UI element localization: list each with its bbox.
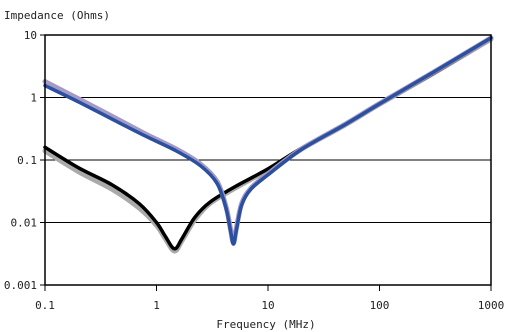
x-tick-label: 1: [153, 299, 160, 312]
y-tick-label: 0.001: [4, 279, 37, 292]
gridlines: [45, 34, 491, 286]
tick-labels: 0.001 0.01 0.1 1 10 0.1 1 10 100 1000: [4, 29, 504, 312]
tick-marks: [40, 34, 492, 291]
series-layer: [42, 35, 494, 254]
y-tick-label: 0.1: [17, 154, 37, 167]
y-axis-label: Impedance (Ohms): [4, 9, 110, 22]
y-tick-label: 1: [30, 92, 37, 105]
series-line-3: [42, 35, 494, 246]
series-line-1: [42, 36, 494, 254]
x-tick-label: 100: [370, 299, 390, 312]
series-line-2: [43, 36, 493, 251]
y-tick-label: 0.01: [11, 217, 38, 230]
x-axis-label: Frequency (MHz): [216, 318, 315, 331]
x-tick-label: 0.1: [35, 299, 55, 312]
x-tick-label: 10: [261, 299, 274, 312]
x-tick-label: 1000: [478, 299, 505, 312]
y-tick-label: 10: [24, 29, 37, 42]
series-line-4: [43, 36, 493, 246]
